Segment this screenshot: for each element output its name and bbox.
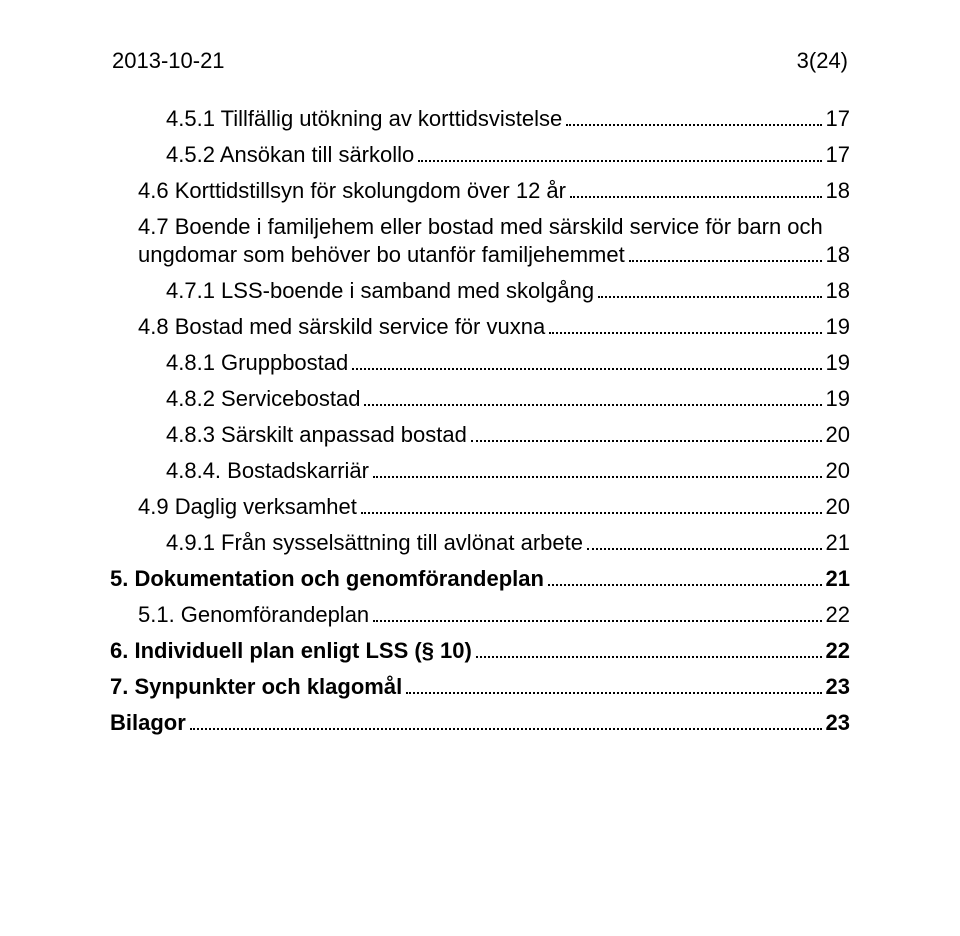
toc-label: 4.9 Daglig verksamhet — [138, 496, 357, 518]
toc-page-number: 23 — [826, 676, 850, 698]
toc-leader-dots — [471, 427, 822, 442]
toc-label: 4.8 Bostad med särskild service för vuxn… — [138, 316, 545, 338]
toc-entry: 4.9 Daglig verksamhet 20 — [110, 496, 850, 518]
toc-entry: 4.7 Boende i familjehem eller bostad med… — [110, 216, 850, 238]
toc-page-number: 21 — [826, 532, 850, 554]
toc-label: 4.5.2 Ansökan till särkollo — [166, 144, 414, 166]
toc-leader-dots — [629, 247, 822, 262]
toc-page-number: 21 — [826, 568, 850, 590]
toc-page-number: 17 — [826, 144, 850, 166]
table-of-contents: 4.5.1 Tillfällig utökning av korttidsvis… — [110, 108, 850, 734]
toc-entry: 4.8 Bostad med särskild service för vuxn… — [110, 316, 850, 338]
toc-leader-dots — [373, 463, 822, 478]
toc-entry: 5. Dokumentation och genomförandeplan 21 — [110, 568, 850, 590]
toc-entry: 4.7.1 LSS-boende i samband med skolgång 1… — [110, 280, 850, 302]
toc-page-number: 19 — [826, 388, 850, 410]
toc-entry: 7. Synpunkter och klagomål 23 — [110, 676, 850, 698]
toc-page-number: 22 — [826, 640, 850, 662]
header-date: 2013-10-21 — [112, 48, 225, 74]
toc-page-number: 18 — [826, 244, 850, 266]
toc-leader-dots — [190, 715, 822, 730]
page-header: 2013-10-21 3(24) — [110, 48, 850, 74]
toc-page-number: 19 — [826, 316, 850, 338]
toc-entry: Bilagor 23 — [110, 712, 850, 734]
toc-leader-dots — [566, 111, 821, 126]
toc-label: 5. Dokumentation och genomförandeplan — [110, 568, 544, 590]
toc-page-number: 20 — [826, 424, 850, 446]
toc-entry: 4.5.1 Tillfällig utökning av korttidsvis… — [110, 108, 850, 130]
toc-page-number: 20 — [826, 460, 850, 482]
toc-entry: 4.9.1 Från sysselsättning till avlönat a… — [110, 532, 850, 554]
toc-leader-dots — [418, 147, 821, 162]
toc-label: 4.7.1 LSS-boende i samband med skolgång — [166, 280, 594, 302]
toc-entry: 4.8.3 Särskilt anpassad bostad 20 — [110, 424, 850, 446]
toc-label: 6. Individuell plan enligt LSS (§ 10) — [110, 640, 472, 662]
header-pageinfo: 3(24) — [797, 48, 848, 74]
toc-leader-dots — [406, 679, 821, 694]
toc-entry: 4.8.1 Gruppbostad 19 — [110, 352, 850, 374]
toc-leader-dots — [352, 355, 821, 370]
toc-label: 4.7 Boende i familjehem eller bostad med… — [138, 216, 823, 238]
toc-leader-dots — [364, 391, 821, 406]
toc-leader-dots — [570, 183, 822, 198]
toc-leader-dots — [373, 607, 821, 622]
toc-page-number: 23 — [826, 712, 850, 734]
toc-leader-dots — [548, 571, 822, 586]
toc-label: 4.8.3 Särskilt anpassad bostad — [166, 424, 467, 446]
toc-entry: 4.8.4. Bostadskarriär 20 — [110, 460, 850, 482]
toc-entry: 4.8.2 Servicebostad 19 — [110, 388, 850, 410]
toc-label: 4.5.1 Tillfällig utökning av korttidsvis… — [166, 108, 562, 130]
toc-page-number: 18 — [826, 180, 850, 202]
toc-label: ungdomar som behöver bo utanför familjeh… — [138, 244, 625, 266]
toc-label: 7. Synpunkter och klagomål — [110, 676, 402, 698]
toc-entry: ungdomar som behöver bo utanför familjeh… — [110, 244, 850, 266]
toc-leader-dots — [587, 535, 822, 550]
toc-page-number: 19 — [826, 352, 850, 374]
toc-entry: 6. Individuell plan enligt LSS (§ 10) 22 — [110, 640, 850, 662]
toc-leader-dots — [549, 319, 821, 334]
toc-label: 4.8.1 Gruppbostad — [166, 352, 348, 374]
toc-entry: 5.1. Genomförandeplan 22 — [110, 604, 850, 626]
toc-page-number: 17 — [826, 108, 850, 130]
toc-label: Bilagor — [110, 712, 186, 734]
toc-page-number: 18 — [826, 280, 850, 302]
toc-page-number: 20 — [826, 496, 850, 518]
toc-label: 4.8.2 Servicebostad — [166, 388, 360, 410]
toc-entry: 4.6 Korttidstillsyn för skolungdom över … — [110, 180, 850, 202]
toc-label: 4.9.1 Från sysselsättning till avlönat a… — [166, 532, 583, 554]
toc-label: 4.8.4. Bostadskarriär — [166, 460, 369, 482]
toc-entry: 4.5.2 Ansökan till särkollo 17 — [110, 144, 850, 166]
toc-leader-dots — [598, 283, 821, 298]
toc-label: 4.6 Korttidstillsyn för skolungdom över … — [138, 180, 566, 202]
toc-leader-dots — [476, 643, 822, 658]
toc-label: 5.1. Genomförandeplan — [138, 604, 369, 626]
document-page: 2013-10-21 3(24) 4.5.1 Tillfällig utökni… — [0, 0, 960, 936]
toc-page-number: 22 — [826, 604, 850, 626]
toc-leader-dots — [361, 499, 822, 514]
